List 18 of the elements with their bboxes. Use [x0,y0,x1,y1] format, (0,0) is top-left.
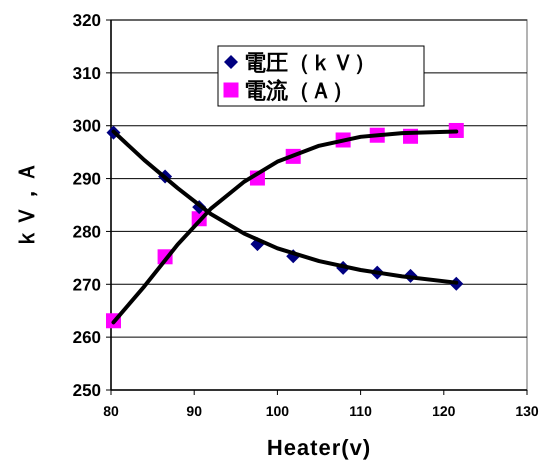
y-tick-label: 260 [72,328,101,348]
legend-label: 電流（Ａ） [244,78,354,103]
y-tick-label: 310 [72,64,101,83]
x-tick-label: 100 [266,403,290,419]
y-tick-label: 270 [72,275,101,294]
x-tick-label: 120 [432,403,456,419]
y-tick-label: 250 [72,381,101,400]
x-axis-title: Heater(v) [266,435,372,460]
legend-label: 電圧（ｋＶ） [244,50,376,75]
y-tick-label: 300 [72,116,101,136]
y-tick-label: 320 [72,11,101,30]
y-axis-title: ｋＶ，Ａ [14,161,39,249]
y-tick-label: 280 [72,222,101,242]
x-tick-label: 130 [515,403,539,419]
y-tick-label: 290 [72,170,101,189]
x-tick-label: 110 [349,403,372,419]
x-tick-label: 90 [186,403,202,419]
x-tick-label: 80 [103,403,119,419]
